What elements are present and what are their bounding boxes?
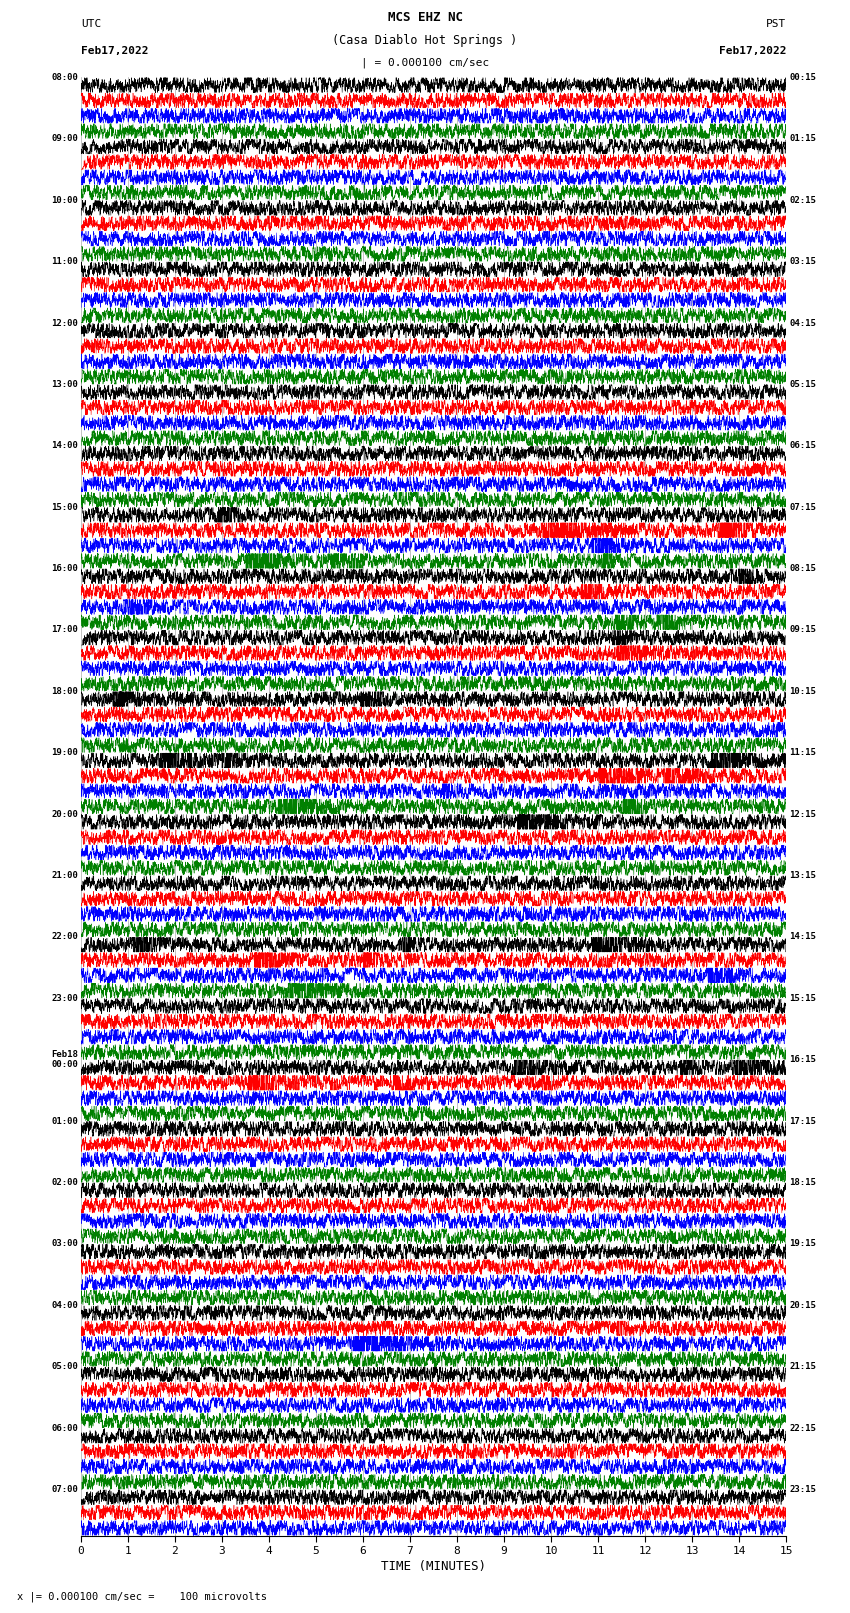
Text: 21:15: 21:15 xyxy=(789,1363,816,1371)
Text: 02:00: 02:00 xyxy=(51,1177,78,1187)
Text: 07:00: 07:00 xyxy=(51,1486,78,1494)
Text: 09:15: 09:15 xyxy=(789,626,816,634)
Text: Feb18
00:00: Feb18 00:00 xyxy=(51,1050,78,1069)
Text: 16:00: 16:00 xyxy=(51,565,78,573)
Text: 04:15: 04:15 xyxy=(789,318,816,327)
Text: PST: PST xyxy=(766,19,786,29)
Text: 18:15: 18:15 xyxy=(789,1177,816,1187)
Text: 10:15: 10:15 xyxy=(789,687,816,695)
Text: UTC: UTC xyxy=(81,19,101,29)
Text: 08:15: 08:15 xyxy=(789,565,816,573)
Text: 07:15: 07:15 xyxy=(789,503,816,511)
Text: | = 0.000100 cm/sec: | = 0.000100 cm/sec xyxy=(361,56,489,68)
Text: 08:00: 08:00 xyxy=(51,73,78,82)
Text: (Casa Diablo Hot Springs ): (Casa Diablo Hot Springs ) xyxy=(332,34,518,47)
Text: 10:00: 10:00 xyxy=(51,195,78,205)
Text: 16:15: 16:15 xyxy=(789,1055,816,1065)
Text: 17:00: 17:00 xyxy=(51,626,78,634)
Text: 22:00: 22:00 xyxy=(51,932,78,942)
Text: 20:15: 20:15 xyxy=(789,1300,816,1310)
Text: 02:15: 02:15 xyxy=(789,195,816,205)
X-axis label: TIME (MINUTES): TIME (MINUTES) xyxy=(381,1560,486,1573)
Text: 23:00: 23:00 xyxy=(51,994,78,1003)
Text: 19:15: 19:15 xyxy=(789,1239,816,1248)
Text: 15:15: 15:15 xyxy=(789,994,816,1003)
Text: 11:00: 11:00 xyxy=(51,256,78,266)
Text: 12:15: 12:15 xyxy=(789,810,816,819)
Text: 15:00: 15:00 xyxy=(51,503,78,511)
Text: 05:15: 05:15 xyxy=(789,381,816,389)
Text: 00:15: 00:15 xyxy=(789,73,816,82)
Text: 18:00: 18:00 xyxy=(51,687,78,695)
Text: x |= 0.000100 cm/sec =    100 microvolts: x |= 0.000100 cm/sec = 100 microvolts xyxy=(17,1592,267,1602)
Text: 03:15: 03:15 xyxy=(789,256,816,266)
Text: 05:00: 05:00 xyxy=(51,1363,78,1371)
Text: 14:15: 14:15 xyxy=(789,932,816,942)
Text: 19:00: 19:00 xyxy=(51,748,78,756)
Text: 06:00: 06:00 xyxy=(51,1424,78,1432)
Text: 22:15: 22:15 xyxy=(789,1424,816,1432)
Text: 11:15: 11:15 xyxy=(789,748,816,756)
Text: 13:15: 13:15 xyxy=(789,871,816,881)
Text: 03:00: 03:00 xyxy=(51,1239,78,1248)
Text: 13:00: 13:00 xyxy=(51,381,78,389)
Text: 20:00: 20:00 xyxy=(51,810,78,819)
Text: Feb17,2022: Feb17,2022 xyxy=(81,47,148,56)
Text: 23:15: 23:15 xyxy=(789,1486,816,1494)
Text: 14:00: 14:00 xyxy=(51,442,78,450)
Text: 06:15: 06:15 xyxy=(789,442,816,450)
Text: 21:00: 21:00 xyxy=(51,871,78,881)
Text: 12:00: 12:00 xyxy=(51,318,78,327)
Text: 04:00: 04:00 xyxy=(51,1300,78,1310)
Text: 09:00: 09:00 xyxy=(51,134,78,144)
Text: 01:00: 01:00 xyxy=(51,1116,78,1126)
Text: 01:15: 01:15 xyxy=(789,134,816,144)
Text: MCS EHZ NC: MCS EHZ NC xyxy=(388,11,462,24)
Text: Feb17,2022: Feb17,2022 xyxy=(719,47,786,56)
Text: 17:15: 17:15 xyxy=(789,1116,816,1126)
